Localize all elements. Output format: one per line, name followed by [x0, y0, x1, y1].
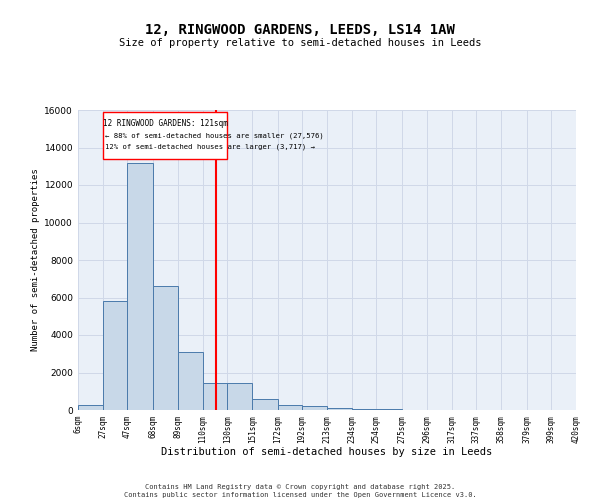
Bar	[103, 301, 127, 410]
Bar	[203, 383, 227, 410]
Y-axis label: Number of semi-detached properties: Number of semi-detached properties	[31, 168, 40, 352]
Bar	[327, 408, 352, 410]
Text: Size of property relative to semi-detached houses in Leeds: Size of property relative to semi-detach…	[119, 38, 481, 48]
Bar	[278, 405, 302, 410]
Text: Contains HM Land Registry data © Crown copyright and database right 2025.
Contai: Contains HM Land Registry data © Crown c…	[124, 484, 476, 498]
Bar	[302, 406, 327, 410]
Bar	[253, 399, 278, 410]
Text: 12, RINGWOOD GARDENS, LEEDS, LS14 1AW: 12, RINGWOOD GARDENS, LEEDS, LS14 1AW	[145, 22, 455, 36]
Bar	[78, 406, 103, 410]
Bar	[227, 383, 253, 410]
Bar	[376, 409, 401, 410]
X-axis label: Distribution of semi-detached houses by size in Leeds: Distribution of semi-detached houses by …	[161, 447, 493, 457]
Bar	[127, 162, 152, 410]
Text: ← 88% of semi-detached houses are smaller (27,576): ← 88% of semi-detached houses are smalle…	[105, 132, 324, 138]
FancyBboxPatch shape	[103, 112, 227, 159]
Text: 12% of semi-detached houses are larger (3,717) →: 12% of semi-detached houses are larger (…	[105, 144, 315, 150]
Bar	[352, 409, 376, 410]
Text: 12 RINGWOOD GARDENS: 121sqm: 12 RINGWOOD GARDENS: 121sqm	[103, 119, 227, 128]
Bar	[152, 286, 178, 410]
Bar	[178, 352, 203, 410]
